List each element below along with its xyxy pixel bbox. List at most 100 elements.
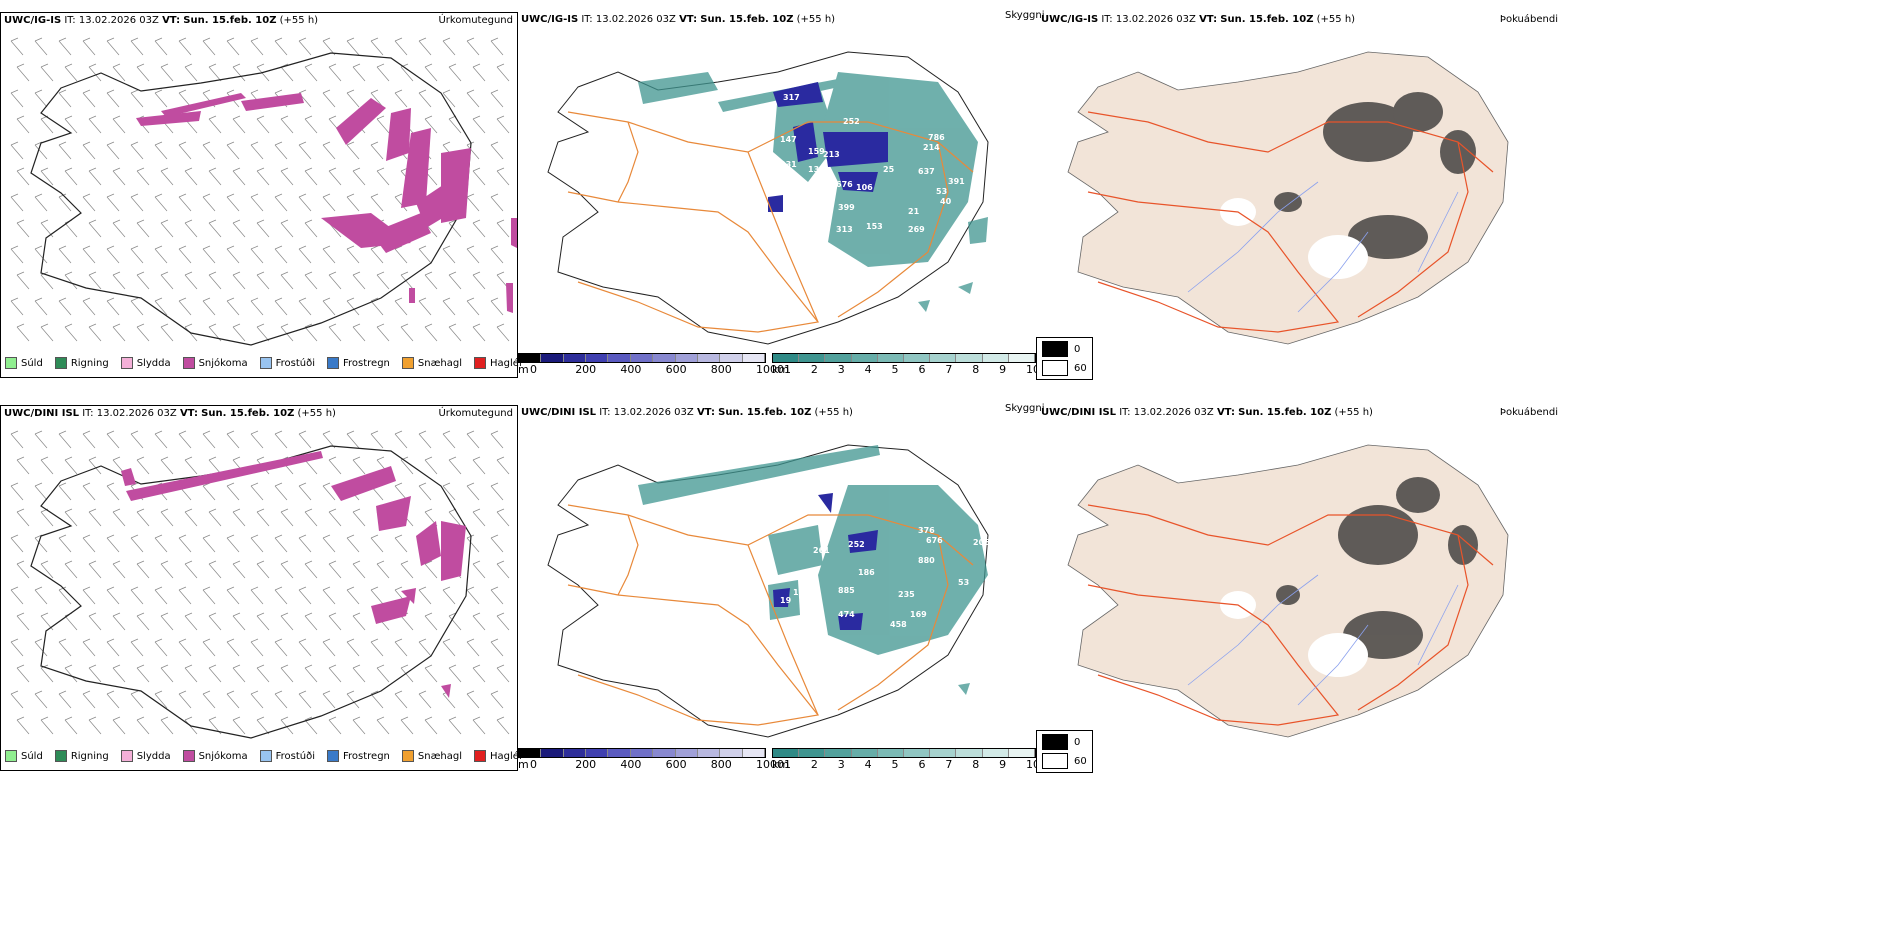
colorbar-segment	[904, 749, 931, 757]
wind-barb	[250, 433, 264, 449]
wind-barb-feather	[256, 167, 265, 172]
cloudbase-label: 25	[883, 165, 895, 174]
wind-barb	[112, 511, 126, 527]
wind-barb-feather	[106, 638, 115, 643]
wind-barb-feather	[376, 456, 385, 461]
wind-barb-feather	[424, 560, 433, 565]
wind-barb-feather	[58, 245, 67, 250]
cloudbase-label: 186	[858, 568, 875, 577]
wind-barb-feather	[16, 560, 25, 565]
legend-label: Frostregn	[343, 750, 390, 762]
wind-barb-feather	[466, 638, 475, 643]
wind-barb-feather	[280, 716, 289, 721]
wind-barb-feather	[496, 271, 505, 276]
iceland-outline	[30, 52, 472, 346]
wind-barb	[34, 693, 48, 709]
wind-barb	[250, 641, 264, 657]
wind-barb-feather	[130, 193, 139, 198]
wind-barb	[154, 92, 168, 108]
wind-barb-feather	[370, 586, 379, 591]
cloudbase-label: 169	[910, 610, 927, 619]
colorbar-segment	[586, 354, 609, 362]
row1-cloud-panel: UWC/IG-IS IT: 13.02.2026 03Z VT: Sun. 15…	[518, 10, 1093, 380]
wind-barb-feather	[184, 271, 193, 276]
cloudbase-label: 676	[926, 536, 943, 545]
wind-barb-feather	[256, 612, 265, 617]
wind-barb-feather	[304, 508, 313, 513]
wind-barb	[184, 459, 198, 475]
wind-barb-feather	[160, 271, 169, 276]
wind-barb-feather	[130, 245, 139, 250]
wind-barb	[82, 433, 96, 449]
wind-barb-feather	[10, 193, 19, 198]
wind-barb	[16, 459, 30, 475]
wind-barb	[226, 485, 240, 501]
legend-label: Frostregn	[343, 357, 390, 369]
wind-barb-feather	[226, 245, 235, 250]
wind-barb-feather	[472, 664, 481, 669]
wind-barb-feather	[394, 245, 403, 250]
wind-barb	[82, 300, 96, 316]
wind-barb-feather	[424, 63, 433, 68]
colorbar-tick: 5	[891, 758, 899, 771]
wind-barb	[130, 40, 144, 56]
wind-barb-feather	[496, 612, 505, 617]
wind-barb	[280, 615, 294, 631]
wind-barb-feather	[136, 63, 145, 68]
cloudbase-label: 235	[898, 590, 915, 599]
wind-barb	[16, 615, 30, 631]
wind-barb	[58, 300, 72, 316]
wind-barb-feather	[82, 297, 91, 302]
wind-barb-feather	[274, 482, 283, 487]
colorbar-segment	[653, 749, 676, 757]
wind-barb	[106, 433, 120, 449]
wind-barb-feather	[322, 534, 331, 539]
wind-barb-feather	[82, 89, 91, 94]
colorbar-segment	[653, 354, 676, 362]
wind-barb-feather	[322, 430, 331, 435]
wind-barb	[34, 40, 48, 56]
colorbar-segment	[742, 354, 765, 362]
wind-barb	[88, 222, 102, 238]
wind-barb-feather	[442, 586, 451, 591]
wind-barb	[490, 92, 504, 108]
wind-barb	[184, 326, 198, 342]
row2-precip-svg	[10, 430, 510, 739]
wind-barb	[328, 615, 342, 631]
wind-barb-feather	[202, 89, 211, 94]
colorbar-segment	[799, 354, 826, 362]
row2-fog-svg	[1067, 444, 1509, 738]
wind-barb	[298, 641, 312, 657]
wind-barb-feather	[202, 245, 211, 250]
legend-swatch	[327, 750, 339, 762]
wind-barb	[490, 196, 504, 212]
wind-barb	[400, 274, 414, 290]
wind-barb	[232, 667, 246, 683]
wind-barb	[250, 40, 264, 56]
wind-barb	[298, 693, 312, 709]
wind-barb	[88, 511, 102, 527]
wind-barb-feather	[352, 664, 361, 669]
wind-barb-feather	[154, 690, 163, 695]
wind-barb	[472, 222, 486, 238]
wind-barb-feather	[274, 89, 283, 94]
wind-barb	[346, 248, 360, 264]
row1-cloud-header: UWC/IG-IS IT: 13.02.2026 03Z VT: Sun. 15…	[521, 14, 836, 25]
wind-barb	[298, 40, 312, 56]
colorbar-tick: 7	[945, 758, 953, 771]
wind-barb	[304, 563, 318, 579]
wind-barb-feather	[178, 141, 187, 146]
wind-barb-feather	[490, 534, 499, 539]
wind-barb-feather	[16, 115, 25, 120]
wind-barb	[64, 326, 78, 342]
legend-swatch	[259, 357, 272, 369]
wind-barb	[208, 274, 222, 290]
wind-barb-feather	[40, 63, 49, 68]
wind-barb	[34, 641, 48, 657]
wind-barb-feather	[106, 37, 115, 42]
wind-barb-feather	[88, 456, 97, 461]
cloudbase-label: 147	[780, 135, 797, 144]
wind-barb-feather	[154, 297, 163, 302]
wind-barb-feather	[154, 586, 163, 591]
wind-barb-feather	[328, 456, 337, 461]
